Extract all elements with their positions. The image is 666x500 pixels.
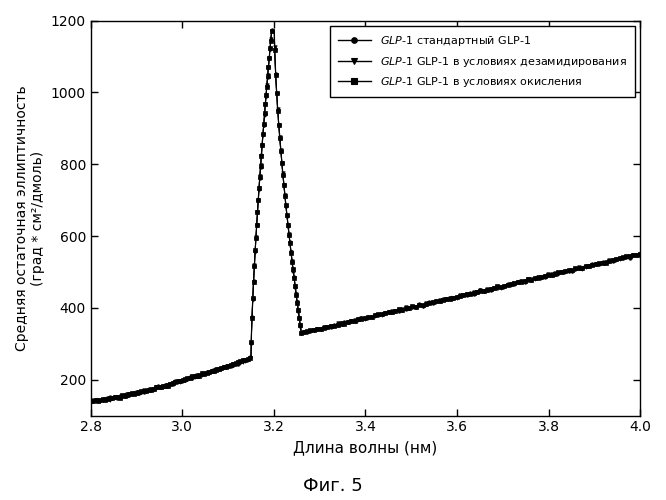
X-axis label: Длина волны (нм): Длина волны (нм) xyxy=(293,440,438,455)
Y-axis label: Средняя остаточная эллиптичность
(град * см²/дмоль): Средняя остаточная эллиптичность (град *… xyxy=(15,85,45,351)
Text: Фиг. 5: Фиг. 5 xyxy=(303,477,363,495)
Legend: $\mathit{GLP}$-$\mathit{1}$ стандартный GLP-1, $\mathit{GLP}$-$\mathit{1}$ GLP-1: $\mathit{GLP}$-$\mathit{1}$ стандартный … xyxy=(330,26,635,97)
